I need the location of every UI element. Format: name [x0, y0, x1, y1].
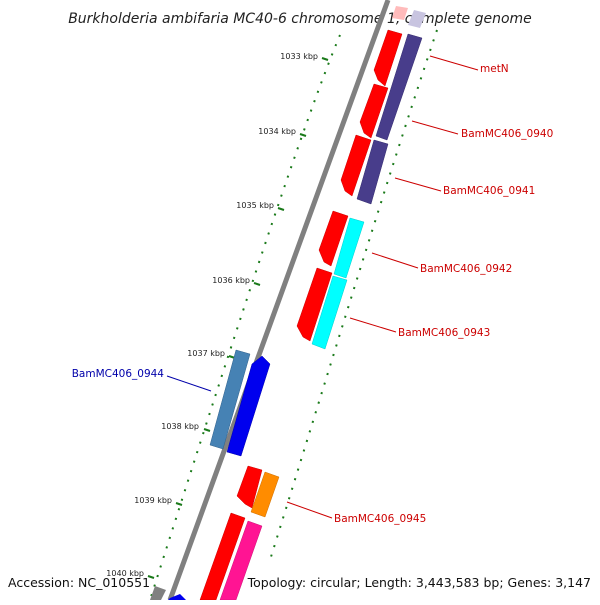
connector-metN	[429, 55, 479, 71]
tick-mark	[253, 282, 261, 286]
gene-arrow-slate[interactable]	[375, 33, 423, 141]
tick-label: 1038 kbp	[161, 422, 199, 431]
gene-label-metN[interactable]: metN	[480, 63, 509, 75]
tick-mark	[175, 502, 183, 506]
tick-label: 1036 kbp	[212, 276, 250, 285]
tick-labels: 1033 kbp 1034 kbp 1035 kbp 1036 kbp 1037…	[106, 52, 318, 578]
connector-0943	[349, 317, 397, 333]
tick-mark	[203, 428, 211, 432]
tick-mark	[147, 575, 155, 579]
gene-arrow-blue-partial[interactable]	[168, 594, 186, 600]
gene-arrow-red[interactable]	[296, 267, 333, 342]
gene-label-0941[interactable]: BamMC406_0941	[443, 185, 535, 197]
tick-mark	[277, 207, 285, 211]
tick-mark	[321, 57, 329, 61]
gene-arrow-faded-slate[interactable]	[408, 10, 426, 28]
outer-dotted-ring	[149, 34, 341, 601]
tick-label: 1040 kbp	[106, 569, 144, 578]
gene-arrow-orange[interactable]	[250, 471, 280, 518]
gene-label-0940[interactable]: BamMC406_0940	[461, 128, 553, 140]
gene-arrow-red[interactable]	[359, 83, 389, 139]
gene-arrow-red[interactable]	[318, 210, 349, 267]
tick-label: 1039 kbp	[134, 496, 172, 505]
tick-label: 1037 kbp	[187, 349, 225, 358]
gene-arrow-blue[interactable]	[226, 355, 271, 457]
gene-arrow-red[interactable]	[236, 465, 263, 509]
gene-arrow-faded-red[interactable]	[392, 6, 408, 20]
connector-0944	[166, 375, 212, 392]
connector-0945	[286, 501, 333, 519]
tick-mark	[299, 133, 307, 137]
connector-0940	[411, 120, 459, 135]
gene-label-0942[interactable]: BamMC406_0942	[420, 263, 512, 275]
gene-arrow-slate[interactable]	[356, 139, 389, 205]
gene-arrow-cyan[interactable]	[333, 217, 365, 279]
gene-arrow-gray[interactable]	[150, 586, 166, 600]
tick-label: 1034 kbp	[258, 127, 296, 136]
connector-0942	[371, 252, 419, 269]
map-title: Burkholderia ambifaria MC40-6 chromosome…	[68, 11, 532, 27]
gene-label-0944[interactable]: BamMC406_0944	[72, 368, 165, 380]
gene-label-0945[interactable]: BamMC406_0945	[334, 513, 426, 525]
gene-arrow-red[interactable]	[373, 29, 403, 87]
inner-dotted-ring	[269, 29, 438, 561]
gene-label-0943[interactable]: BamMC406_0943	[398, 327, 490, 339]
tick-label: 1035 kbp	[236, 201, 274, 210]
genome-backbone	[167, 0, 391, 601]
gene-arrow-cyan[interactable]	[311, 275, 348, 350]
connector-0941	[394, 177, 442, 192]
label-connectors	[166, 55, 479, 519]
gene-arrow-red[interactable]	[340, 134, 372, 197]
tick-label: 1033 kbp	[280, 52, 318, 61]
gene-arrow-steelblue[interactable]	[209, 349, 251, 450]
accession-text: Accession: NC_010551	[8, 575, 150, 590]
genome-summary-text: Topology: circular; Length: 3,443,583 bp…	[247, 575, 591, 590]
